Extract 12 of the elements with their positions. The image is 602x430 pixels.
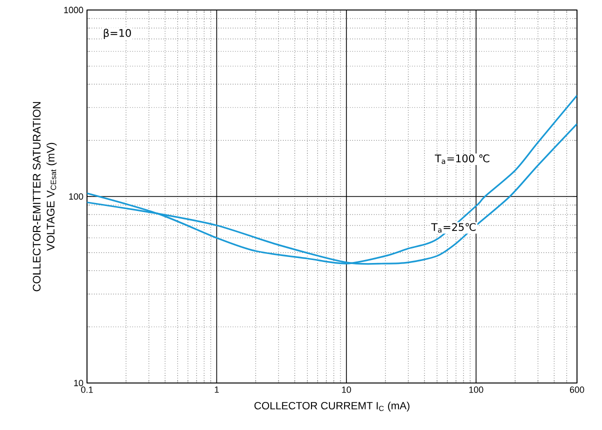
text: T$_{a}$=100 ℃ <box>434 154 490 164</box>
x-tick-label: 600 <box>570 386 584 393</box>
y-tick-label: 100 <box>69 193 84 200</box>
x-axis-title: COLLECTOR CURREMT I$_{C}$ (mA) <box>254 402 410 412</box>
x-tick-label: 0.1 <box>81 386 93 393</box>
series-label: T$_{a}$=25℃ <box>431 223 476 233</box>
x-tick-label: 100 <box>469 386 484 393</box>
x-tick-label: 1 <box>214 386 219 393</box>
x-tick-label: 10 <box>342 386 352 393</box>
y-tick-label: 1000 <box>64 6 84 14</box>
y-tick-label: 10 <box>74 380 84 386</box>
annotation: β=10 <box>104 28 131 39</box>
